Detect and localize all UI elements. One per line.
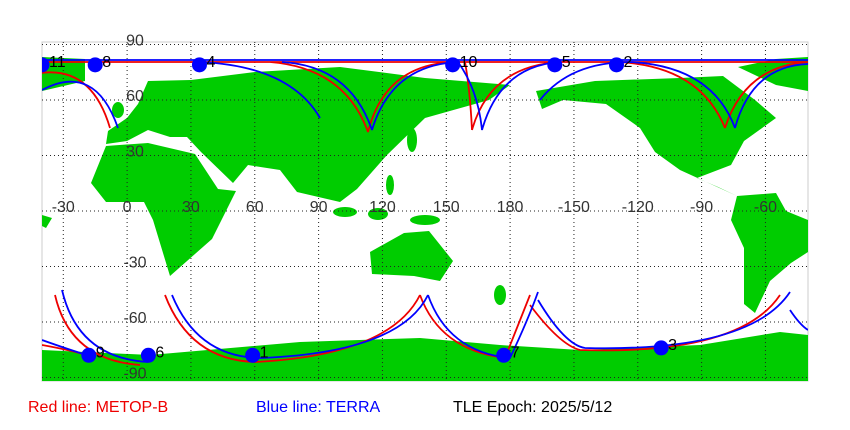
satellite-label: 11 (49, 54, 66, 71)
legend-red: Red line: METOP-B (28, 399, 168, 416)
lat-label: -60 (123, 310, 146, 327)
satellite-marker (140, 347, 156, 363)
satellite-marker (445, 57, 461, 73)
satellite-label: 7 (511, 345, 520, 362)
lon-label: 150 (433, 199, 460, 216)
lon-label: 120 (369, 199, 396, 216)
axis-labels: -30 0 30 60 90 120 150 180 -150 -120 -90 -60 90 60 30 -… (52, 33, 777, 383)
satellites: 11 8 4 10 5 2 9 6 1 7 3 (42, 54, 677, 363)
satellite-marker (245, 347, 261, 363)
satellite-marker (191, 57, 207, 73)
satellite-marker (42, 57, 50, 73)
satellite-marker (81, 347, 97, 363)
legend-blue: Blue line: TERRA (256, 399, 381, 416)
satellite-label: 4 (206, 54, 215, 71)
satellite-label: 9 (96, 345, 105, 362)
satellite-label: 5 (562, 54, 571, 71)
satellite-marker (87, 57, 103, 73)
satellite-marker (496, 347, 512, 363)
lon-label: 0 (123, 199, 132, 216)
satellite-label: 2 (624, 54, 633, 71)
satellite-label: 1 (260, 345, 269, 362)
lat-label: 30 (126, 144, 144, 161)
satellite-marker (547, 57, 563, 73)
lon-label: -30 (52, 199, 75, 216)
lon-label: -90 (690, 199, 713, 216)
lon-label: -150 (558, 199, 590, 216)
lon-label: -60 (754, 199, 777, 216)
lat-label: -30 (123, 255, 146, 272)
tle-epoch: TLE Epoch: 2025/5/12 (453, 399, 612, 416)
satellite-label: 10 (460, 54, 478, 71)
lon-label: 90 (310, 199, 328, 216)
ground-tracks (42, 59, 808, 366)
lat-label: 60 (126, 88, 144, 105)
satellite-marker (653, 340, 669, 356)
lon-label: 60 (246, 199, 264, 216)
satellite-label: 3 (668, 337, 677, 354)
lon-label: -120 (622, 199, 654, 216)
lat-label: -90 (123, 366, 146, 383)
satellite-marker (609, 57, 624, 73)
satellite-label: 6 (155, 345, 164, 362)
lon-label: 180 (497, 199, 524, 216)
satellite-label: 8 (102, 54, 111, 71)
lat-label: 90 (126, 33, 144, 50)
lon-label: 30 (182, 199, 200, 216)
land (42, 57, 808, 381)
